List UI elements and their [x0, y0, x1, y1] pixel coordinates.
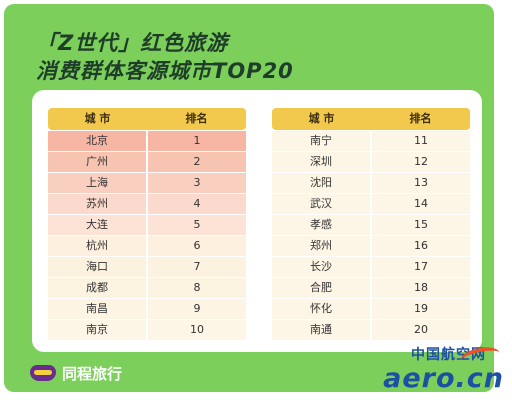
rank-cell: 16	[372, 236, 470, 256]
city-cell: 合肥	[272, 278, 370, 298]
table-row: 北京 1	[48, 131, 246, 151]
city-cell: 长沙	[272, 257, 370, 277]
table-row: 南宁 11	[272, 131, 470, 151]
watermark-cn: 中国航空网	[411, 347, 486, 363]
rank-cell: 14	[372, 194, 470, 214]
city-cell: 大连	[48, 215, 146, 235]
city-cell: 南通	[272, 320, 370, 340]
rank-cell: 10	[148, 320, 246, 340]
city-cell: 成都	[48, 278, 146, 298]
table-row: 大连 5	[48, 215, 246, 235]
rank-cell: 19	[372, 299, 470, 319]
rank-cell: 18	[372, 278, 470, 298]
rank-cell: 2	[148, 152, 246, 172]
table-row: 南昌 9	[48, 299, 246, 319]
rank-cell: 12	[372, 152, 470, 172]
city-cell: 南昌	[48, 299, 146, 319]
table-row: 南京 10	[48, 320, 246, 340]
table-row: 郑州 16	[272, 236, 470, 256]
brand-mark-icon	[30, 365, 56, 381]
poster-background: 「Z世代」红色旅游 消费群体客源城市TOP20 城 市 排名 北京 1 广州 2 上海 3…	[4, 4, 494, 392]
table-header: 城 市 排名	[272, 108, 470, 130]
column-header-city: 城 市	[84, 112, 111, 125]
site-watermark: 中国航空网 aero.cn	[354, 344, 504, 398]
rank-cell: 11	[372, 131, 470, 151]
city-cell: 南京	[48, 320, 146, 340]
table-row: 武汉 14	[272, 194, 470, 214]
ranking-card: 城 市 排名 北京 1 广州 2 上海 3 苏州 4 大连 5 杭州 6 海口 7 成都 8 南昌 9 南京 10 城…	[32, 90, 482, 352]
column-header-city: 城 市	[308, 112, 335, 125]
rank-cell: 3	[148, 173, 246, 193]
rank-cell: 6	[148, 236, 246, 256]
column-header-rank: 排名	[409, 112, 432, 125]
city-cell: 广州	[48, 152, 146, 172]
table-row: 上海 3	[48, 173, 246, 193]
rank-cell: 1	[148, 131, 246, 151]
city-cell: 沈阳	[272, 173, 370, 193]
rank-cell: 9	[148, 299, 246, 319]
table-row: 广州 2	[48, 152, 246, 172]
table-row: 合肥 18	[272, 278, 470, 298]
rank-cell: 17	[372, 257, 470, 277]
table-header: 城 市 排名	[48, 108, 246, 130]
brand-name: 同程旅行	[62, 364, 123, 383]
table-row: 杭州 6	[48, 236, 246, 256]
table-row: 南通 20	[272, 320, 470, 340]
table-body-right: 南宁 11 深圳 12 沈阳 13 武汉 14 孝感 15 郑州 16 长沙 17 合肥 18 怀化 19 南通 20	[272, 131, 470, 340]
city-cell: 南宁	[272, 131, 370, 151]
table-body-left: 北京 1 广州 2 上海 3 苏州 4 大连 5 杭州 6 海口 7 成都 8 南昌 9 南京 10	[48, 131, 246, 340]
table-row: 苏州 4	[48, 194, 246, 214]
city-cell: 深圳	[272, 152, 370, 172]
table-row: 成都 8	[48, 278, 246, 298]
rank-cell: 13	[372, 173, 470, 193]
table-row: 深圳 12	[272, 152, 470, 172]
ranking-table-right: 城 市 排名 南宁 11 深圳 12 沈阳 13 武汉 14 孝感 15 郑州 16 长沙 17 合肥 18 怀…	[272, 108, 470, 340]
table-row: 海口 7	[48, 257, 246, 277]
city-cell: 郑州	[272, 236, 370, 256]
city-cell: 上海	[48, 173, 146, 193]
table-row: 沈阳 13	[272, 173, 470, 193]
city-cell: 苏州	[48, 194, 146, 214]
rank-cell: 20	[372, 320, 470, 340]
column-header-rank: 排名	[185, 112, 208, 125]
city-cell: 海口	[48, 257, 146, 277]
table-row: 怀化 19	[272, 299, 470, 319]
rank-cell: 4	[148, 194, 246, 214]
watermark-en: aero.cn	[383, 363, 504, 394]
table-row: 孝感 15	[272, 215, 470, 235]
rank-cell: 7	[148, 257, 246, 277]
city-cell: 孝感	[272, 215, 370, 235]
ranking-table-left: 城 市 排名 北京 1 广州 2 上海 3 苏州 4 大连 5 杭州 6 海口 7 成都 8 南昌 9 南京 10	[48, 108, 246, 340]
city-cell: 北京	[48, 131, 146, 151]
brand-logo: 同程旅行	[30, 362, 122, 384]
city-cell: 杭州	[48, 236, 146, 256]
title-line-1: 「Z世代」红色旅游	[36, 31, 229, 55]
city-cell: 武汉	[272, 194, 370, 214]
table-row: 长沙 17	[272, 257, 470, 277]
rank-cell: 15	[372, 215, 470, 235]
city-cell: 怀化	[272, 299, 370, 319]
title-line-2: 消费群体客源城市TOP20	[36, 59, 294, 83]
rank-cell: 8	[148, 278, 246, 298]
rank-cell: 5	[148, 215, 246, 235]
